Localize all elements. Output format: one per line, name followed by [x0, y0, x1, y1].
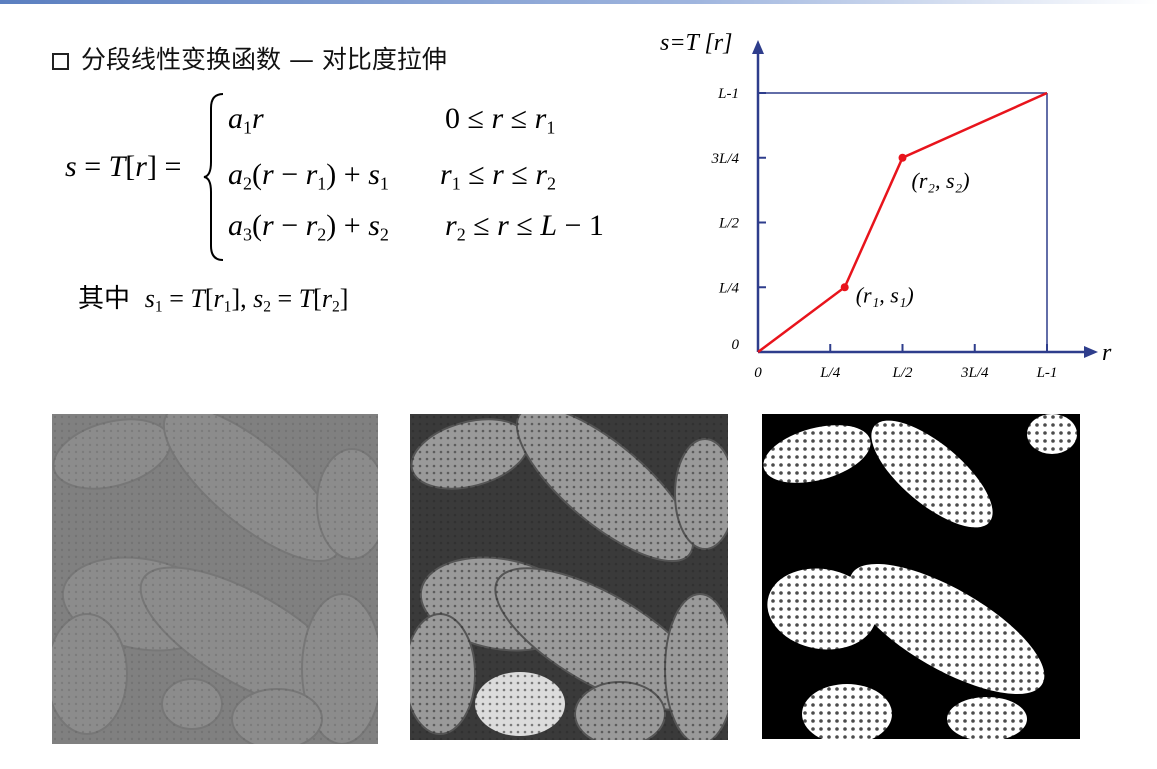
breakpoint-marker [898, 153, 907, 162]
image-original-low-contrast [52, 414, 378, 744]
x-tick-label: L/4 [819, 365, 841, 381]
case-3-expr: a3(r − r2) + s2 [228, 209, 389, 245]
x-axis-label: r [1102, 340, 1112, 366]
case-2-expr: a2(r − r1) + s1 [228, 158, 389, 194]
checkbox-bullet-icon [52, 53, 69, 70]
cases-brace [203, 93, 224, 261]
image-thresholded [762, 414, 1080, 739]
x-axis-arrow [1084, 346, 1098, 358]
formula-lhs: s = T[r] = [65, 150, 182, 183]
where-expr: s1 = T[r1], s2 = T[r2] [144, 284, 349, 316]
where-line: 其中 s1 = T[r1], s2 = T[r2] [78, 278, 348, 317]
case-1-cond: 0 ≤ r ≤ r1 [445, 102, 556, 138]
slide-title: 分段线性变换函数 — 对比度拉伸 [52, 40, 447, 76]
image-contrast-stretched [410, 414, 728, 740]
y-tick-label: 3L/4 [710, 151, 739, 167]
y-tick-label: L/2 [718, 216, 740, 232]
y-tick-label: 0 [732, 337, 740, 353]
case-3-cond: r2 ≤ r ≤ L − 1 [445, 209, 604, 245]
breakpoint-label: (r₂, s₂) [912, 168, 970, 193]
title-text: 分段线性变换函数 — 对比度拉伸 [81, 45, 447, 74]
x-tick-label: L-1 [1036, 365, 1058, 381]
case-1-expr: a1r [228, 102, 264, 138]
transform-curve [757, 91, 1048, 354]
x-tick-label: L/2 [891, 365, 913, 381]
y-axis-label: s=T [r] [660, 30, 732, 56]
where-label: 其中 [78, 284, 131, 314]
breakpoint-marker [840, 283, 849, 292]
y-tick-label: L-1 [717, 86, 739, 102]
x-tick-label: 3L/4 [960, 365, 989, 381]
transform-chart: 0 L/4 L/2 3L/4 L-1 0 L/4 L/2 3L/4 L-1 s=T [r] r (r₁,… [660, 30, 1112, 381]
x-tick-label: 0 [754, 365, 762, 381]
breakpoint-label: (r₁, s₁) [856, 282, 914, 307]
top-accent-bar [0, 0, 1157, 4]
y-axis-arrow [752, 40, 764, 54]
y-tick-label: L/4 [718, 280, 740, 296]
case-2-cond: r1 ≤ r ≤ r2 [440, 158, 556, 194]
